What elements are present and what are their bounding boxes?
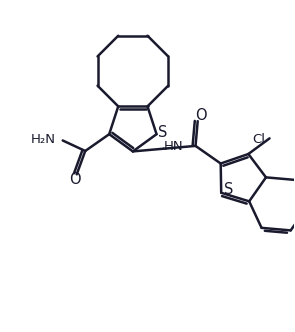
Text: S: S (158, 125, 168, 140)
Text: H₂N: H₂N (30, 132, 55, 145)
Text: Cl: Cl (252, 133, 265, 146)
Text: S: S (224, 182, 233, 197)
Text: HN: HN (164, 140, 183, 153)
Text: O: O (69, 172, 81, 187)
Text: O: O (195, 108, 206, 124)
